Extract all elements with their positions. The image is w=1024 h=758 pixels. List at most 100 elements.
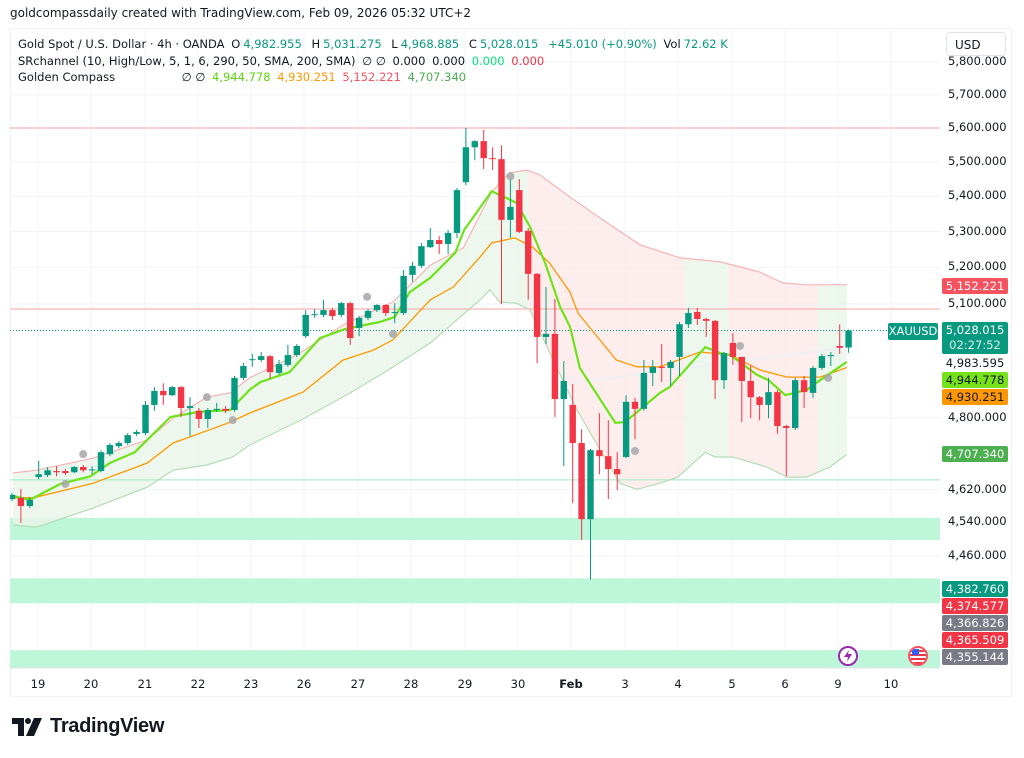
marker-dot	[736, 341, 745, 350]
candle-body	[213, 408, 220, 410]
candle-body	[222, 408, 229, 411]
candle-body	[71, 467, 78, 473]
visibility-icon[interactable]: ∅ ∅	[362, 54, 386, 68]
candle	[685, 307, 692, 328]
candle-body	[462, 147, 470, 183]
marker-dot	[79, 450, 88, 459]
price-tag-sr: 4,365.509	[942, 632, 1008, 648]
candle-body	[329, 310, 336, 317]
candle	[605, 420, 612, 500]
candle	[124, 433, 131, 446]
candle	[293, 344, 300, 357]
gc-value: 5,152.221	[342, 70, 401, 84]
marker-dot	[228, 416, 237, 425]
candle	[836, 324, 843, 354]
candle	[658, 344, 665, 383]
candle-body	[560, 380, 567, 400]
candle-body	[542, 333, 550, 337]
sr-zones	[10, 517, 940, 668]
sr-value: 0.000	[511, 54, 545, 68]
candle-body	[729, 342, 737, 357]
chart-caption: goldcompassdaily created with TradingVie…	[10, 6, 472, 20]
marker-dot	[506, 172, 515, 181]
price-tag-sr: 4,382.760	[942, 581, 1008, 597]
candle	[364, 308, 372, 321]
candle	[97, 450, 105, 473]
candle-body	[578, 443, 585, 520]
candle-body	[177, 387, 185, 409]
candle	[151, 387, 158, 411]
price-chart[interactable]	[10, 28, 940, 697]
time-axis-tick: 20	[83, 677, 99, 691]
lightning-icon[interactable]	[838, 646, 858, 666]
candle	[738, 356, 745, 423]
marker-dot	[202, 393, 211, 402]
candle-body	[569, 404, 576, 444]
candle-body	[26, 499, 33, 507]
time-axis-tick: 27	[350, 677, 366, 691]
candle	[498, 145, 505, 305]
candle-body	[53, 471, 60, 473]
candle	[106, 443, 114, 457]
candle-body	[35, 474, 42, 478]
candle	[694, 307, 701, 325]
price-tag-sr: 4,366.826	[942, 615, 1008, 631]
candle-body	[347, 303, 354, 339]
price-axis-tick: 5,800.000	[948, 54, 1007, 69]
price-axis-tick: 4,800.000	[948, 409, 1007, 424]
candle-body	[720, 353, 728, 381]
candle	[160, 383, 167, 405]
tradingview-logo[interactable]: TradingView	[12, 715, 164, 738]
price-tag-faint-line: 4,983.595	[945, 356, 1005, 370]
currency-button[interactable]: USD	[946, 32, 1006, 56]
price-axis-tick: 5,400.000	[948, 188, 1007, 203]
candle-body	[596, 450, 603, 457]
candle-body	[436, 240, 443, 244]
candle	[222, 406, 229, 414]
candle-body	[195, 410, 203, 419]
candle	[71, 466, 78, 474]
legend-symbol-row[interactable]: Gold Spot / U.S. Dollar · 4h · OANDA O 4,…	[18, 37, 734, 51]
legend-srchannel-row[interactable]: SRchannel (10, High/Low, 5, 1, 6, 290, 5…	[18, 54, 547, 68]
candle	[284, 344, 292, 367]
marker-dot	[388, 329, 397, 338]
price-tag-slow-line: 4,930.251	[942, 389, 1008, 405]
candle	[275, 359, 283, 375]
open-label: O 4,982.955	[231, 37, 302, 51]
candle-body	[320, 310, 327, 315]
candle	[436, 236, 443, 254]
candle	[578, 429, 585, 540]
price-axis-tick: 4,540.000	[948, 514, 1007, 529]
candle	[186, 397, 194, 436]
candle-body	[836, 345, 843, 348]
price-tag-lower-band: 4,707.340	[942, 446, 1008, 462]
legend-golden-compass-row[interactable]: Golden Compass ∅ ∅ 4,944.778 4,930.251 5…	[18, 70, 469, 84]
time-axis-tick: 6	[781, 677, 789, 691]
time-axis-tick: 29	[457, 677, 473, 691]
sr-value: 0.000	[471, 54, 505, 68]
sr-zone	[10, 650, 940, 668]
candle	[551, 299, 559, 418]
candle-body	[160, 390, 167, 396]
candle	[266, 355, 274, 380]
candle-body	[765, 392, 772, 405]
candle	[569, 384, 576, 504]
candle	[133, 429, 140, 436]
candle	[195, 408, 203, 429]
candle-body	[266, 356, 274, 373]
candle	[542, 286, 550, 345]
price-axis-tick: 5,500.000	[948, 153, 1007, 168]
candle-body	[631, 401, 639, 409]
candle	[480, 130, 487, 170]
sr-zone	[10, 578, 940, 604]
us-flag-icon[interactable]	[908, 646, 928, 666]
price-tag-sr: 4,374.577	[942, 598, 1008, 614]
candle-body	[124, 435, 131, 444]
candle	[516, 179, 523, 233]
candle	[489, 147, 496, 171]
candle	[115, 441, 122, 449]
visibility-icon[interactable]: ∅ ∅	[181, 70, 206, 84]
candle	[444, 230, 452, 254]
candle	[622, 395, 630, 459]
symbol-tag: XAUUSD	[888, 323, 938, 340]
